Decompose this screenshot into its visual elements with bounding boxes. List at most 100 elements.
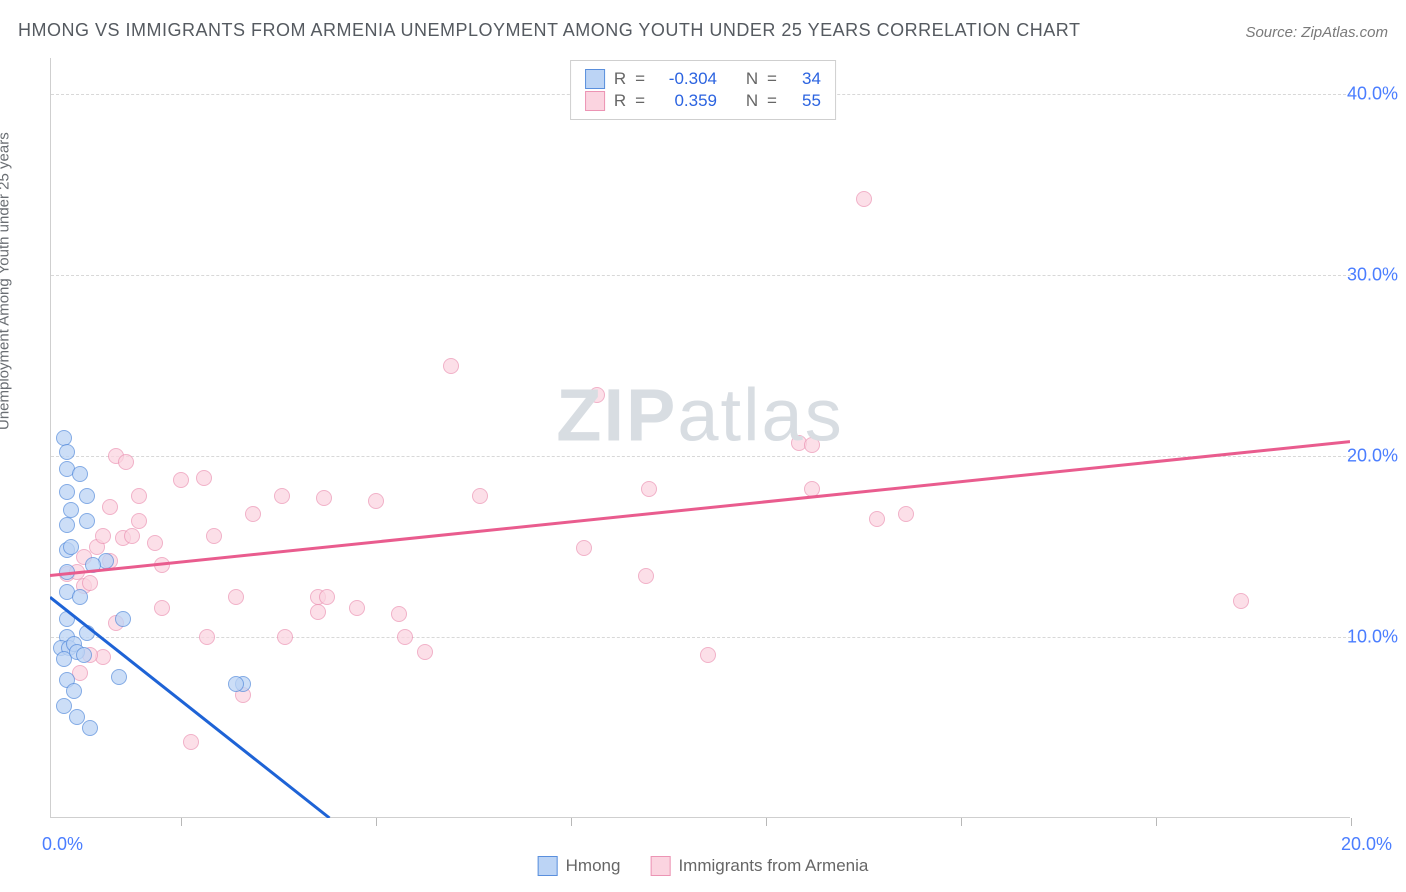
- scatter-point: [641, 481, 657, 497]
- legend-label: Immigrants from Armenia: [678, 856, 868, 876]
- scatter-point: [183, 734, 199, 750]
- equals: =: [635, 69, 645, 89]
- legend-item: Hmong: [538, 856, 621, 876]
- scatter-point: [63, 502, 79, 518]
- scatter-point: [147, 535, 163, 551]
- scatter-point: [638, 568, 654, 584]
- swatch-icon: [585, 69, 605, 89]
- scatter-point: [1233, 593, 1249, 609]
- scatter-point: [310, 604, 326, 620]
- x-tick: [181, 818, 182, 826]
- scatter-point: [856, 191, 872, 207]
- equals: =: [635, 91, 645, 111]
- scatter-point: [206, 528, 222, 544]
- scatter-point: [59, 444, 75, 460]
- chart-title: HMONG VS IMMIGRANTS FROM ARMENIA UNEMPLO…: [18, 20, 1080, 41]
- stats-row: R = 0.359 N = 55: [585, 91, 821, 111]
- stats-row: R = -0.304 N = 34: [585, 69, 821, 89]
- x-tick: [1156, 818, 1157, 826]
- scatter-point: [118, 454, 134, 470]
- scatter-point: [59, 564, 75, 580]
- scatter-point: [111, 669, 127, 685]
- scatter-point: [131, 488, 147, 504]
- scatter-point: [154, 600, 170, 616]
- r-value: -0.304: [653, 69, 717, 89]
- y-axis-label: Unemployment Among Youth under 25 years: [0, 132, 13, 430]
- n-value: 34: [785, 69, 821, 89]
- scatter-point: [115, 611, 131, 627]
- y-tick-label: 30.0%: [1347, 265, 1398, 286]
- scatter-point: [391, 606, 407, 622]
- scatter-point: [72, 589, 88, 605]
- scatter-point: [102, 499, 118, 515]
- scatter-point: [79, 513, 95, 529]
- scatter-point: [804, 437, 820, 453]
- scatter-point: [245, 506, 261, 522]
- scatter-point: [124, 528, 140, 544]
- r-label: R: [613, 91, 627, 111]
- x-tick: [376, 818, 377, 826]
- legend-label: Hmong: [566, 856, 621, 876]
- y-tick-label: 10.0%: [1347, 627, 1398, 648]
- x-max-label: 20.0%: [1341, 834, 1392, 855]
- x-tick: [766, 818, 767, 826]
- n-label: N: [745, 69, 759, 89]
- scatter-point: [589, 387, 605, 403]
- equals: =: [767, 91, 777, 111]
- scatter-point: [59, 484, 75, 500]
- scatter-point: [417, 644, 433, 660]
- axes: [50, 58, 1350, 818]
- gridline-h: [51, 456, 1351, 457]
- scatter-point: [66, 683, 82, 699]
- scatter-point: [349, 600, 365, 616]
- scatter-point: [228, 676, 244, 692]
- scatter-point: [59, 611, 75, 627]
- r-label: R: [613, 69, 627, 89]
- scatter-point: [804, 481, 820, 497]
- scatter-point: [199, 629, 215, 645]
- scatter-point: [397, 629, 413, 645]
- scatter-point: [228, 589, 244, 605]
- y-tick-label: 20.0%: [1347, 446, 1398, 467]
- scatter-point: [95, 528, 111, 544]
- gridline-h: [51, 637, 1351, 638]
- x-tick: [961, 818, 962, 826]
- r-value: 0.359: [653, 91, 717, 111]
- scatter-point: [277, 629, 293, 645]
- legend: Hmong Immigrants from Armenia: [538, 856, 869, 876]
- scatter-point: [79, 625, 95, 641]
- swatch-icon: [585, 91, 605, 111]
- scatter-point: [79, 488, 95, 504]
- scatter-point: [82, 575, 98, 591]
- gridline-h: [51, 275, 1351, 276]
- scatter-point: [898, 506, 914, 522]
- scatter-point: [576, 540, 592, 556]
- stats-box: R = -0.304 N = 34 R = 0.359 N = 55: [570, 60, 836, 120]
- n-value: 55: [785, 91, 821, 111]
- source-label: Source: ZipAtlas.com: [1245, 24, 1388, 41]
- plot-area: ZIPatlas: [50, 58, 1350, 818]
- scatter-point: [368, 493, 384, 509]
- scatter-point: [319, 589, 335, 605]
- y-tick-label: 40.0%: [1347, 84, 1398, 105]
- scatter-point: [59, 517, 75, 533]
- scatter-point: [76, 647, 92, 663]
- scatter-point: [700, 647, 716, 663]
- scatter-point: [85, 557, 101, 573]
- n-label: N: [745, 91, 759, 111]
- scatter-point: [173, 472, 189, 488]
- scatter-point: [196, 470, 212, 486]
- scatter-point: [869, 511, 885, 527]
- x-tick: [1351, 818, 1352, 826]
- scatter-point: [472, 488, 488, 504]
- swatch-icon: [650, 856, 670, 876]
- scatter-point: [82, 720, 98, 736]
- scatter-point: [63, 539, 79, 555]
- scatter-point: [274, 488, 290, 504]
- scatter-point: [56, 430, 72, 446]
- scatter-point: [154, 557, 170, 573]
- x-tick: [571, 818, 572, 826]
- scatter-point: [316, 490, 332, 506]
- swatch-icon: [538, 856, 558, 876]
- equals: =: [767, 69, 777, 89]
